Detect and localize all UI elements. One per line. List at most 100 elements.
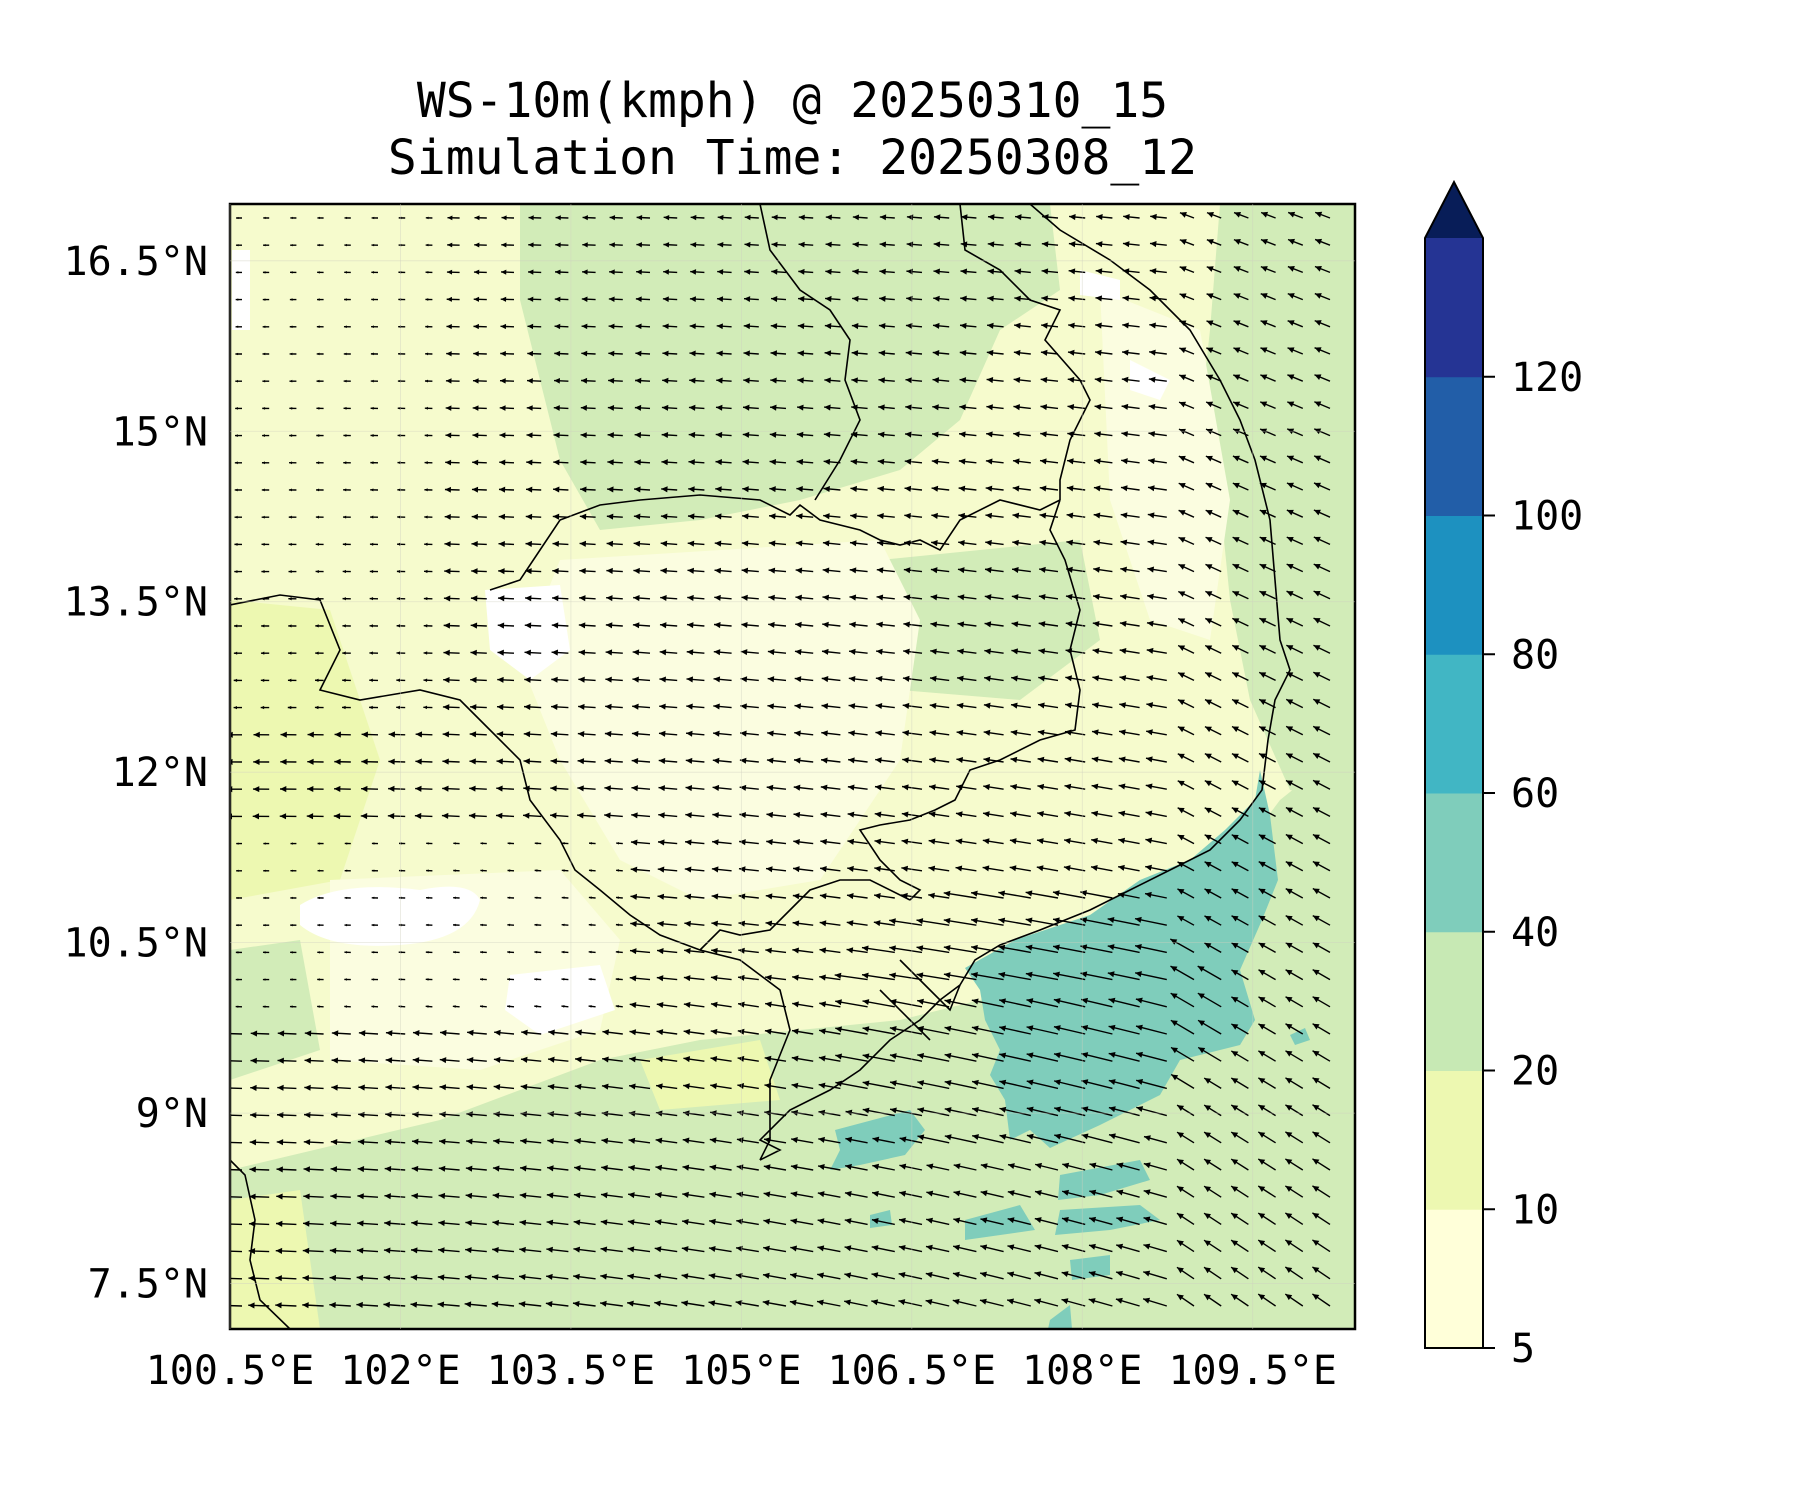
wind-arrow-head — [1285, 1131, 1293, 1138]
wind-arrow-head — [474, 215, 480, 221]
colorbar-outline — [1424, 179, 1484, 1349]
wind-arrow-head — [1148, 458, 1155, 465]
wind-arrow-head — [356, 1301, 363, 1309]
wind-arrow-head — [358, 1057, 366, 1064]
wind-arrow-head — [1007, 1298, 1014, 1305]
wind-arrow-head — [844, 1272, 852, 1279]
wind-arrow-head — [1115, 1297, 1123, 1304]
wind-arrow-head — [874, 892, 881, 899]
wind-arrow-head — [658, 785, 666, 792]
wind-arrow-head — [303, 1193, 310, 1200]
wind-arrow-head — [844, 1245, 852, 1252]
wind-arrow-head — [871, 1299, 879, 1306]
wind-arrow-head — [1009, 838, 1017, 845]
y-tick-label: 13.5°N — [64, 580, 209, 626]
wind-arrow-head — [1091, 810, 1099, 817]
wind-arrow-head — [1260, 347, 1268, 354]
wind-arrow-head — [480, 950, 483, 954]
colorbar-tick-label: 60 — [1511, 771, 1559, 817]
wind-arrow-head — [791, 1055, 799, 1062]
wind-arrow-head — [275, 1275, 282, 1282]
wind-arrow-head — [607, 404, 615, 411]
wind-arrow-head — [221, 1303, 227, 1309]
wind-arrow-head — [1013, 404, 1021, 411]
wind-arrow-head — [524, 676, 531, 683]
wind-arrow-head — [1178, 510, 1186, 516]
wind-arrow-head — [280, 758, 287, 765]
wind-arrow-head — [657, 866, 665, 873]
wind-arrow-head — [546, 1273, 553, 1280]
wind-arrow-head — [1205, 672, 1213, 679]
wind-arrow-head — [383, 1247, 391, 1254]
wind-arrow-head — [818, 1055, 826, 1062]
wind-arrow-head — [877, 513, 884, 520]
wind-arrow-head — [424, 569, 428, 574]
wind-arrow-head — [1026, 1052, 1034, 1059]
wind-arrow-head — [1147, 539, 1155, 546]
wind-arrow-head — [971, 917, 978, 924]
wind-arrow-head — [634, 459, 641, 466]
wind-arrow-head — [901, 838, 909, 845]
wind-arrow-head — [879, 268, 886, 275]
wind-arrow-head — [1312, 1077, 1320, 1084]
wind-arrow-head — [1135, 944, 1142, 950]
wind-arrow-head — [630, 920, 637, 928]
wind-arrow-head — [552, 568, 559, 575]
wind-arrow-head — [1025, 890, 1033, 897]
wind-arrow-head — [288, 597, 292, 601]
wind-arrow-head — [518, 1301, 526, 1308]
wind-arrow-head — [397, 488, 401, 492]
wind-arrow-head — [1118, 864, 1125, 871]
wind-arrow-head — [1178, 645, 1186, 652]
wind-arrow-head — [1146, 620, 1154, 627]
wind-arrow-head — [862, 999, 870, 1006]
wind-arrow-shaft — [230, 1087, 243, 1090]
wind-arrow-head — [987, 268, 995, 275]
wind-arrow-head — [552, 540, 559, 547]
wind-arrow-head — [929, 784, 936, 791]
wind-arrow-head — [550, 758, 558, 765]
wind-arrow-head — [1179, 212, 1187, 218]
wind-arrow-head — [796, 458, 804, 465]
wind-arrow-head — [1041, 241, 1049, 248]
wind-arrow-head — [315, 624, 319, 628]
wind-arrow-head — [1313, 618, 1321, 624]
wind-arrow-head — [878, 377, 885, 384]
wind-arrow-head — [573, 1273, 580, 1280]
wind-arrow-head — [357, 1138, 365, 1145]
wind-arrow-head — [605, 703, 612, 710]
wind-arrow-head — [1286, 509, 1294, 516]
wind-arrow-head — [234, 624, 238, 628]
wind-arrow-head — [1040, 404, 1048, 411]
wind-arrow-head — [817, 1272, 824, 1279]
wind-arrow-head — [714, 513, 722, 520]
wind-arrow-head — [1010, 756, 1018, 763]
wind-arrow-head — [1145, 891, 1152, 898]
wind-arrow-head — [770, 377, 777, 384]
wind-arrow-head — [659, 649, 667, 656]
wind-arrow-head — [1204, 1213, 1212, 1220]
wind-arrow-head — [710, 1028, 718, 1035]
wind-arrow-head — [397, 406, 401, 410]
wind-arrow-head — [303, 1166, 310, 1173]
wind-arrow-head — [943, 890, 951, 897]
wind-arrow-head — [437, 1274, 445, 1281]
wind-arrow-head — [492, 1165, 500, 1172]
colorbar-extend-arrow — [1425, 182, 1483, 238]
wind-arrow-head — [1040, 431, 1047, 438]
wind-arrow-head — [1231, 1077, 1239, 1084]
wind-arrow-head — [1147, 593, 1154, 600]
wind-arrow-head — [410, 1274, 418, 1281]
wind-arrow-head — [588, 869, 592, 872]
wind-arrow-head — [917, 1134, 925, 1141]
wind-arrow-head — [290, 842, 293, 845]
wind-arrow-head — [315, 651, 319, 655]
wind-arrow-head — [330, 1138, 338, 1146]
wind-arrow-head — [876, 648, 883, 655]
wind-arrow-head — [288, 515, 292, 519]
wind-arrow-head — [889, 1053, 897, 1060]
wind-arrow-head — [465, 1165, 473, 1172]
x-tick-label: 102°E — [340, 1348, 460, 1394]
wind-arrow-head — [384, 1165, 392, 1173]
wind-arrow-head — [317, 243, 320, 247]
